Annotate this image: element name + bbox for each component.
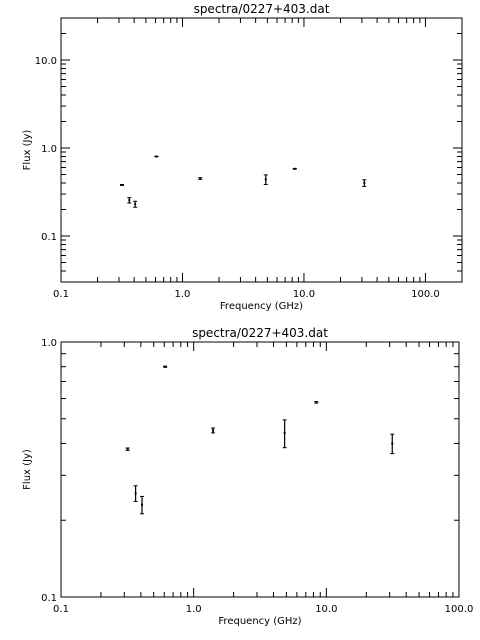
data-marker	[134, 492, 137, 495]
x-tick-label: 0.1	[53, 289, 69, 300]
data-point	[125, 447, 130, 451]
y-tick-label: 0.1	[41, 232, 57, 243]
data-point	[292, 167, 297, 170]
data-point	[198, 177, 203, 180]
data-marker	[264, 178, 267, 181]
data-marker	[121, 183, 124, 186]
data-point	[133, 200, 138, 208]
x-tick-label: 1.0	[186, 604, 202, 615]
chart-title: spectra/0227+403.dat	[192, 326, 328, 340]
data-point	[362, 179, 367, 188]
chart-title: spectra/0227+403.dat	[194, 2, 330, 16]
data-marker	[212, 429, 215, 432]
chart-panel-1: 0.1 1.0 10.0 100.0 0.1 1.0 10.0 spectra/0227+40…	[22, 2, 463, 312]
data-marker	[155, 155, 158, 158]
x-axis-label: Frequency (GHz)	[218, 616, 301, 627]
data-marker	[141, 503, 144, 506]
data-marker	[128, 199, 131, 202]
chart-panel-2: 0.1 1.0 10.0 100.0 0.1 1.0 spectra/0227+403.da…	[22, 326, 473, 627]
data-point	[211, 427, 216, 434]
data-point	[163, 365, 168, 368]
data-point	[154, 155, 159, 158]
data-marker	[293, 167, 296, 170]
x-tick-label: 100.0	[411, 289, 440, 300]
data-point	[263, 174, 268, 185]
data-point	[140, 495, 145, 515]
x-tick-label: 100.0	[445, 604, 474, 615]
y-axis-label: Flux (Jy)	[22, 130, 33, 171]
data-point	[120, 183, 125, 186]
y-axis-label: Flux (Jy)	[22, 449, 33, 490]
data-marker	[391, 442, 394, 445]
data-marker	[363, 182, 366, 185]
y-tick-label: 0.1	[41, 593, 57, 604]
data-point	[390, 433, 395, 455]
y-tick-label: 10.0	[35, 56, 57, 67]
data-marker	[315, 401, 318, 404]
x-tick-label: 10.0	[315, 604, 337, 615]
x-tick-label: 10.0	[293, 289, 315, 300]
plot-frame	[60, 17, 463, 283]
x-tick-label: 0.1	[53, 604, 69, 615]
data-point	[314, 401, 319, 404]
x-tick-label: 1.0	[175, 289, 191, 300]
data-point	[133, 485, 138, 502]
y-tick-label: 1.0	[41, 338, 57, 349]
data-point	[282, 419, 287, 449]
data-marker	[164, 365, 167, 368]
plot-frame	[60, 341, 460, 598]
data-point	[127, 197, 132, 204]
data-marker	[199, 177, 202, 180]
data-marker	[126, 448, 129, 451]
x-axis-label: Frequency (GHz)	[220, 301, 303, 312]
data-marker	[134, 203, 137, 206]
data-marker	[283, 431, 286, 434]
y-tick-label: 1.0	[41, 144, 57, 155]
